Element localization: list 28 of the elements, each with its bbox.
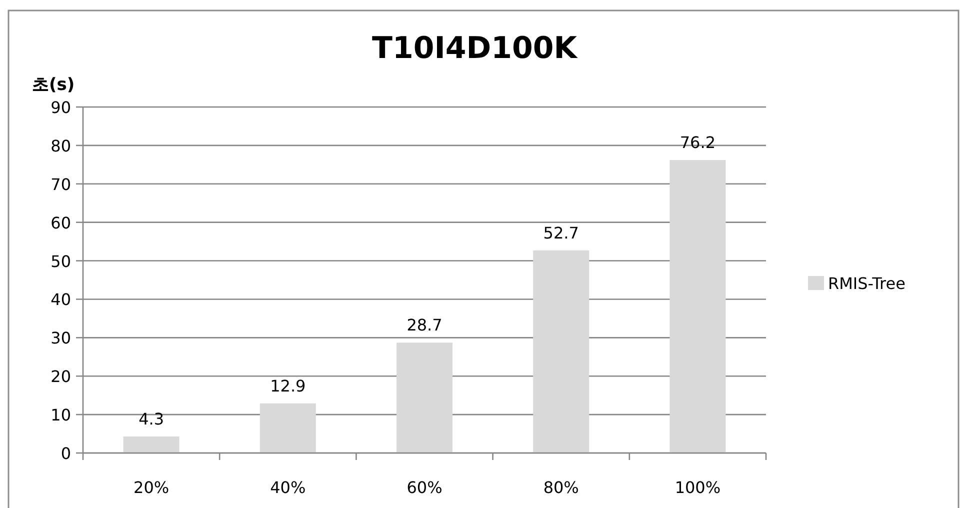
data-label: 4.3 (138, 409, 164, 428)
bar (260, 403, 316, 453)
y-tick-label: 90 (50, 98, 71, 117)
y-tick-label: 80 (50, 136, 71, 156)
y-tick-label: 40 (50, 290, 71, 310)
chart-title: T10I4D100K (372, 31, 579, 66)
bar (670, 160, 726, 453)
x-tick-label: 100% (674, 478, 721, 497)
bar (396, 342, 453, 453)
legend-label: RMIS-Tree (828, 274, 906, 293)
y-tick-label: 0 (60, 444, 71, 463)
bar (533, 250, 590, 453)
data-label: 52.7 (543, 223, 579, 242)
data-label: 76.2 (680, 133, 716, 152)
y-tick-label: 50 (50, 252, 71, 271)
x-tick-label: 80% (543, 478, 579, 497)
bar (123, 436, 180, 453)
y-tick-label: 20 (50, 367, 71, 386)
x-tick-label: 60% (406, 478, 442, 497)
x-tick-label: 20% (134, 478, 170, 497)
data-label: 28.7 (406, 316, 442, 335)
y-tick-label: 30 (50, 328, 71, 348)
data-label: 12.9 (270, 376, 306, 396)
y-tick-label: 70 (50, 174, 71, 194)
y-tick-label: 60 (50, 213, 71, 232)
x-tick-label: 40% (270, 478, 306, 497)
y-axis-title: 초(s) (32, 75, 75, 95)
y-tick-label: 10 (50, 406, 71, 425)
